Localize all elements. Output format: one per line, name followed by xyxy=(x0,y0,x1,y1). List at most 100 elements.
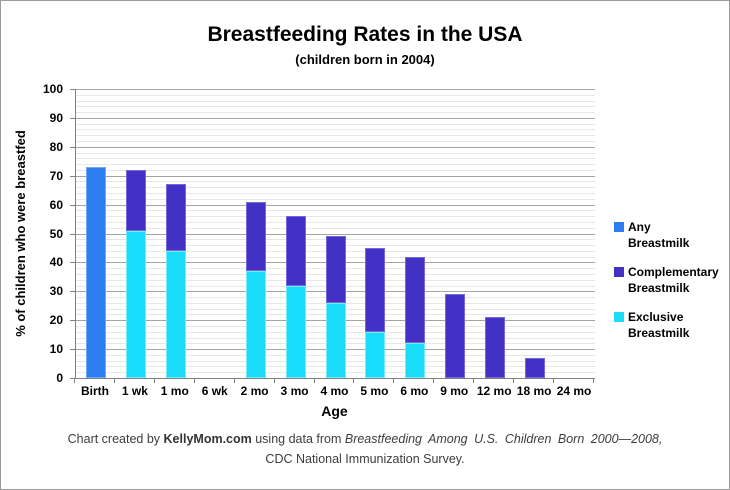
legend-label-line: Complementary xyxy=(628,265,719,280)
x-tick-label: Birth xyxy=(80,384,109,398)
y-tick xyxy=(70,89,75,90)
minor-gridline xyxy=(76,210,595,212)
bar-segment-any xyxy=(85,167,106,378)
footer-prefix: Chart created by xyxy=(67,432,164,446)
minor-gridline xyxy=(76,193,595,195)
legend-label: Any Breastmilk xyxy=(628,220,689,251)
legend: Any Breastmilk Complementary Breastmilk Excl… xyxy=(614,220,726,356)
major-gridline xyxy=(76,117,595,119)
minor-gridline xyxy=(76,198,595,200)
minor-gridline xyxy=(76,216,595,218)
x-tick xyxy=(393,379,395,383)
x-tick xyxy=(593,379,594,383)
legend-label: Exclusive Breastmilk xyxy=(628,310,689,341)
legend-swatch-complementary xyxy=(614,267,624,278)
y-tick-label: 0 xyxy=(56,371,63,385)
bar-segment-complementary xyxy=(125,169,146,231)
y-tick-label: 70 xyxy=(49,168,63,183)
y-tick-label: 20 xyxy=(49,313,63,328)
y-tick xyxy=(70,262,75,264)
minor-gridline xyxy=(76,181,595,183)
legend-item-exclusive: Exclusive Breastmilk xyxy=(614,310,726,341)
minor-gridline xyxy=(76,106,595,108)
legend-label-line: Breastmilk xyxy=(628,280,690,295)
bar-segment-exclusive xyxy=(245,271,266,378)
minor-gridline xyxy=(76,141,595,143)
x-tick xyxy=(513,379,515,383)
legend-label-line: Any xyxy=(628,220,651,234)
x-tick-label: 24 mo xyxy=(556,384,592,398)
minor-gridline xyxy=(76,112,595,114)
minor-gridline xyxy=(76,129,595,131)
y-tick-label: 90 xyxy=(49,110,63,125)
x-tick xyxy=(74,379,75,383)
minor-gridline xyxy=(76,187,595,189)
major-gridline xyxy=(76,204,595,206)
y-axis-labels: 0 10 20 30 40 50 60 70 80 90 100 xyxy=(1,83,63,384)
y-tick-label: 60 xyxy=(49,197,63,212)
minor-gridline xyxy=(76,158,595,160)
footer-line-1: Chart created by KellyMom.com using data… xyxy=(1,429,729,449)
x-tick xyxy=(353,379,355,383)
x-axis-title: Age xyxy=(321,403,348,419)
bar-segment-exclusive xyxy=(165,250,186,378)
x-tick xyxy=(553,379,555,383)
legend-label-line: Breastmilk xyxy=(628,235,690,250)
bar-segment-complementary xyxy=(405,256,426,344)
legend-label-line: Breastmilk xyxy=(628,325,690,340)
legend-swatch-any xyxy=(614,222,624,232)
x-tick-label: 4 mo xyxy=(320,384,349,398)
minor-gridline xyxy=(76,169,595,171)
x-tick-label: 5 mo xyxy=(360,384,389,398)
x-tick xyxy=(153,379,155,383)
x-tick xyxy=(233,379,235,383)
minor-gridline xyxy=(76,123,595,125)
minor-gridline xyxy=(76,100,595,102)
minor-gridline xyxy=(76,152,595,154)
bar-segment-exclusive xyxy=(285,285,306,378)
x-tick xyxy=(433,379,435,383)
legend-swatch-exclusive xyxy=(614,312,624,323)
y-tick-label: 100 xyxy=(42,82,63,96)
x-tick-label: 6 mo xyxy=(400,384,429,398)
plot-area xyxy=(75,89,595,379)
bar-segment-complementary xyxy=(365,247,386,332)
y-tick-label: 10 xyxy=(49,342,63,357)
minor-gridline xyxy=(76,135,595,137)
y-tick xyxy=(70,204,75,206)
x-tick xyxy=(113,379,115,383)
y-tick xyxy=(70,233,75,235)
bar-segment-complementary xyxy=(485,317,506,378)
bar-segment-exclusive xyxy=(325,302,346,378)
x-tick xyxy=(193,379,195,383)
legend-item-complementary: Complementary Breastmilk xyxy=(614,265,726,296)
y-tick xyxy=(70,291,75,293)
legend-label: Complementary Breastmilk xyxy=(628,265,719,296)
footer-brand: KellyMom.com xyxy=(163,432,252,446)
footer-line-2: CDC National Immunization Survey. xyxy=(265,452,465,466)
x-tick-label: 1 wk xyxy=(121,384,148,398)
major-gridline xyxy=(76,146,595,148)
x-tick xyxy=(273,379,275,383)
y-tick xyxy=(70,146,75,148)
minor-gridline xyxy=(76,227,595,229)
x-tick-label: 2 mo xyxy=(240,384,269,398)
bar-segment-complementary xyxy=(445,294,466,378)
major-gridline xyxy=(76,175,595,177)
bar-segment-complementary xyxy=(325,236,346,303)
x-tick-label: 3 mo xyxy=(280,384,309,398)
x-axis-labels: Birth 1 wk 1 mo 6 wk 2 mo 3 mo 4 mo 5 mo 6 mo 9 m… xyxy=(75,385,594,399)
y-tick-label: 80 xyxy=(49,139,63,154)
x-tick-label: 1 mo xyxy=(160,384,189,398)
minor-gridline xyxy=(76,164,595,166)
x-tick xyxy=(313,379,315,383)
y-tick xyxy=(70,320,75,322)
legend-item-any: Any Breastmilk xyxy=(614,220,726,251)
major-gridline xyxy=(76,233,595,235)
minor-gridline xyxy=(76,94,595,96)
x-tick-label: 12 mo xyxy=(476,384,512,398)
y-tick xyxy=(70,349,75,351)
bar-segment-exclusive xyxy=(405,343,426,378)
bar-segment-exclusive xyxy=(365,331,386,378)
